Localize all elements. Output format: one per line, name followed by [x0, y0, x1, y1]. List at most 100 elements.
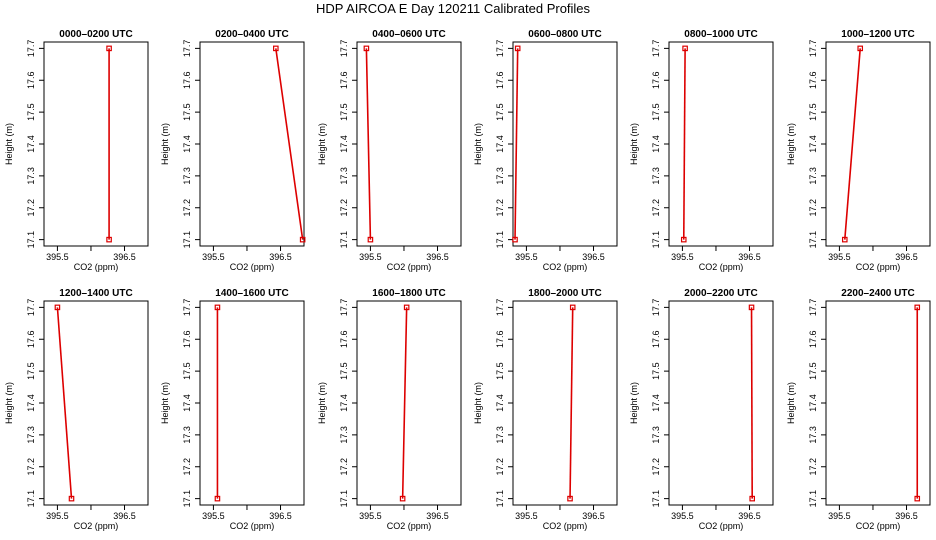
data-point	[273, 45, 279, 52]
x-axis-label: CO2 (ppm)	[699, 521, 744, 531]
panel-title: 0400–0600 UTC	[372, 29, 445, 40]
data-point	[54, 304, 61, 311]
x-tick-label: 396.5	[738, 511, 761, 521]
panel-title: 0000–0200 UTC	[59, 29, 132, 40]
panel-title: 0600–0800 UTC	[528, 29, 601, 40]
x-axis-label: CO2 (ppm)	[230, 262, 275, 272]
panel: 1400–1600 UTC 395.5 396.5 17.1 17.2 17.3 17.4 1…	[160, 288, 305, 531]
y-axis-label: Height (m)	[629, 382, 639, 424]
y-tick-label: 17.2	[26, 199, 36, 217]
y-tick-label: 17.4	[808, 394, 818, 412]
y-axis-label: Height (m)	[160, 123, 170, 165]
figure-title: HDP AIRCOA E Day 120211 Calibrated Profi…	[316, 1, 591, 16]
y-axis-label: Height (m)	[317, 382, 327, 424]
panel: 2200–2400 UTC 395.5 396.5 17.1 17.2 17.3 17.4 1…	[786, 288, 931, 531]
y-tick-label: 17.7	[182, 299, 192, 317]
y-tick-label: 17.4	[495, 394, 505, 412]
data-point	[106, 236, 112, 243]
x-tick-label: 395.5	[202, 252, 225, 262]
y-tick-label: 17.7	[651, 299, 661, 317]
y-tick-label: 17.3	[26, 426, 36, 444]
x-tick-label: 396.5	[113, 252, 136, 262]
panel: 1800–2000 UTC 395.5 396.5 17.1 17.2 17.3 17.4 1…	[473, 288, 618, 531]
profile-line	[365, 48, 372, 240]
profile-line	[843, 48, 862, 240]
y-tick-label: 17.3	[495, 426, 505, 444]
y-tick-label: 17.5	[339, 362, 349, 380]
x-tick-label: 396.5	[895, 511, 918, 521]
y-tick-label: 17.7	[651, 40, 661, 58]
y-tick-label: 17.1	[495, 231, 505, 249]
y-tick-label: 17.7	[808, 299, 818, 317]
y-tick-label: 17.5	[182, 362, 192, 380]
y-tick-label: 17.1	[495, 490, 505, 508]
x-tick-label: 396.5	[582, 511, 605, 521]
data-point	[106, 45, 112, 52]
panel: 0000–0200 UTC 395.5 396.5 17.1 17.2 17.3 17.4 1…	[4, 29, 149, 272]
y-tick-label: 17.2	[182, 199, 192, 217]
x-axis-label: CO2 (ppm)	[543, 521, 588, 531]
data-point	[680, 236, 687, 243]
y-tick-label: 17.4	[339, 135, 349, 153]
y-axis-label: Height (m)	[473, 123, 483, 165]
data-point	[214, 304, 221, 311]
y-tick-label: 17.3	[182, 167, 192, 185]
data-point	[367, 236, 374, 243]
data-point	[569, 304, 576, 311]
y-tick-label: 17.5	[182, 103, 192, 121]
data-point	[749, 495, 756, 502]
data-point	[68, 495, 75, 502]
x-tick-label: 395.5	[46, 511, 69, 521]
x-tick-label: 395.5	[828, 252, 851, 262]
y-tick-label: 17.2	[26, 458, 36, 476]
y-tick-label: 17.1	[808, 231, 818, 249]
y-tick-label: 17.6	[808, 71, 818, 89]
x-tick-label: 395.5	[671, 511, 694, 521]
y-tick-label: 17.6	[495, 330, 505, 348]
y-tick-label: 17.5	[26, 103, 36, 121]
y-tick-label: 17.2	[808, 458, 818, 476]
data-point	[841, 236, 848, 243]
x-axis-label: CO2 (ppm)	[856, 521, 901, 531]
profile-line	[275, 48, 304, 240]
panel: 0200–0400 UTC 395.5 396.5 17.1 17.2 17.3 17.4 1…	[160, 29, 306, 272]
y-tick-label: 17.5	[339, 103, 349, 121]
y-tick-label: 17.6	[651, 330, 661, 348]
y-tick-label: 17.6	[339, 330, 349, 348]
profile-line	[750, 307, 754, 499]
panel-title: 1800–2000 UTC	[528, 288, 601, 299]
y-axis-label: Height (m)	[786, 123, 796, 165]
y-tick-label: 17.4	[26, 394, 36, 412]
y-tick-label: 17.1	[808, 490, 818, 508]
y-tick-label: 17.6	[495, 71, 505, 89]
panel-title: 2000–2200 UTC	[684, 288, 757, 299]
y-axis-label: Height (m)	[473, 382, 483, 424]
y-axis-label: Height (m)	[4, 382, 14, 424]
x-axis-label: CO2 (ppm)	[543, 262, 588, 272]
y-tick-label: 17.5	[26, 362, 36, 380]
y-axis-label: Height (m)	[4, 123, 14, 165]
x-tick-label: 396.5	[269, 511, 292, 521]
x-tick-label: 396.5	[895, 252, 918, 262]
x-axis-label: CO2 (ppm)	[699, 262, 744, 272]
y-tick-label: 17.4	[651, 394, 661, 412]
y-tick-label: 17.3	[808, 426, 818, 444]
y-tick-label: 17.4	[651, 135, 661, 153]
y-tick-label: 17.7	[495, 299, 505, 317]
profile-line	[514, 48, 519, 240]
y-axis-label: Height (m)	[629, 123, 639, 165]
panel: 0600–0800 UTC 395.5 396.5 17.1 17.2 17.3 17.4 1…	[473, 29, 618, 272]
y-tick-label: 17.4	[182, 135, 192, 153]
data-point	[403, 304, 410, 311]
profile-line	[401, 307, 408, 499]
panel-title: 1400–1600 UTC	[215, 288, 288, 299]
panel-title: 2200–2400 UTC	[841, 288, 914, 299]
panels: 0000–0200 UTC 395.5 396.5 17.1 17.2 17.3 17.4 1…	[4, 29, 931, 531]
data-point	[512, 236, 518, 243]
data-point	[363, 45, 370, 52]
x-axis-label: CO2 (ppm)	[387, 521, 432, 531]
y-tick-label: 17.1	[339, 231, 349, 249]
y-tick-label: 17.7	[339, 40, 349, 58]
